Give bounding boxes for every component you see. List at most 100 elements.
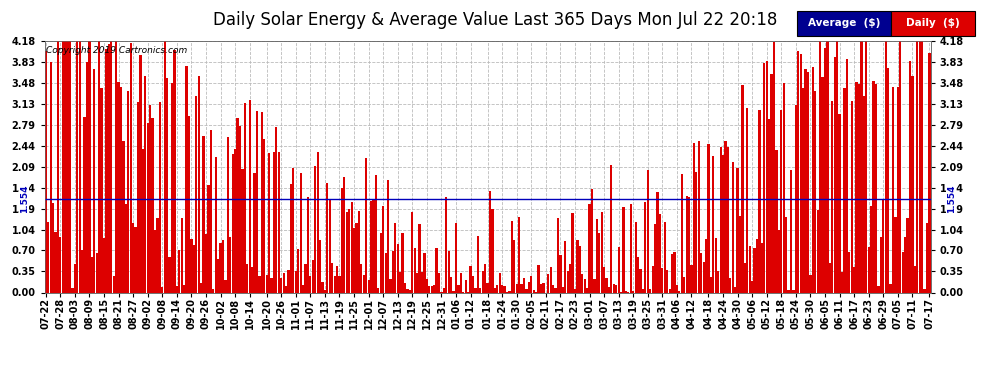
Bar [443, 288, 445, 292]
Bar [314, 166, 317, 292]
Bar [212, 289, 215, 292]
Bar [481, 271, 484, 292]
Bar [867, 247, 870, 292]
Bar [479, 288, 481, 292]
Bar [161, 287, 163, 292]
Bar [331, 263, 334, 292]
Bar [268, 153, 270, 292]
Bar [894, 217, 897, 292]
Bar [350, 202, 352, 292]
Bar [875, 84, 877, 292]
Bar [889, 284, 892, 292]
Bar [260, 112, 263, 292]
Bar [700, 254, 702, 292]
Bar [717, 271, 720, 292]
Bar [730, 278, 732, 292]
Bar [198, 76, 200, 292]
Bar [166, 78, 168, 292]
Bar [135, 227, 137, 292]
Bar [853, 267, 855, 292]
Bar [447, 251, 449, 292]
Bar [758, 110, 760, 292]
Bar [646, 170, 648, 292]
Bar [421, 272, 423, 292]
Bar [158, 102, 161, 292]
Text: Copyright 2019 Cartronics.com: Copyright 2019 Cartronics.com [47, 46, 187, 55]
Bar [285, 286, 287, 292]
Text: Daily  ($): Daily ($) [906, 18, 960, 28]
Bar [768, 119, 770, 292]
Bar [531, 276, 533, 292]
Bar [678, 291, 680, 292]
Bar [344, 177, 346, 292]
Bar [885, 41, 887, 292]
Bar [523, 278, 525, 292]
Bar [914, 266, 916, 292]
Bar [242, 170, 244, 292]
Bar [566, 271, 569, 292]
Bar [426, 279, 428, 292]
Bar [770, 74, 773, 292]
Bar [765, 61, 768, 292]
Bar [496, 285, 498, 292]
Bar [173, 50, 175, 292]
Bar [549, 267, 551, 292]
Bar [521, 284, 523, 292]
Bar [307, 198, 309, 292]
Bar [872, 81, 875, 292]
Bar [130, 43, 132, 292]
Bar [743, 263, 746, 292]
Bar [817, 210, 819, 292]
Bar [329, 199, 331, 292]
Bar [921, 41, 924, 292]
Bar [644, 202, 646, 292]
Bar [491, 209, 494, 292]
Bar [377, 288, 379, 292]
Bar [703, 262, 705, 292]
Bar [832, 101, 834, 292]
Bar [322, 282, 324, 292]
Bar [297, 249, 299, 292]
Bar [309, 276, 312, 292]
Bar [877, 286, 879, 292]
Bar [671, 254, 673, 292]
Bar [865, 41, 867, 292]
Bar [763, 63, 765, 292]
Bar [50, 62, 51, 292]
Bar [581, 274, 583, 292]
Bar [783, 83, 785, 292]
Bar [892, 87, 894, 292]
Bar [277, 152, 280, 292]
Bar [88, 41, 90, 292]
Text: Average  ($): Average ($) [808, 18, 880, 28]
Bar [255, 111, 258, 292]
Bar [280, 278, 282, 292]
Bar [790, 170, 792, 292]
Bar [518, 217, 521, 292]
Bar [477, 236, 479, 292]
Bar [649, 289, 651, 292]
Bar [588, 204, 591, 292]
Bar [171, 84, 173, 292]
Bar [365, 158, 367, 292]
Bar [54, 232, 56, 292]
Bar [715, 238, 717, 292]
Bar [862, 96, 865, 292]
Bar [237, 118, 239, 292]
Bar [66, 41, 68, 292]
Bar [663, 222, 666, 292]
Bar [436, 248, 438, 292]
Bar [635, 222, 637, 292]
Bar [156, 217, 158, 292]
Bar [81, 250, 83, 292]
Bar [802, 88, 804, 292]
Bar [841, 272, 843, 292]
Bar [253, 173, 255, 292]
Bar [787, 290, 790, 292]
Bar [805, 69, 807, 292]
Bar [454, 223, 457, 292]
Bar [392, 251, 394, 292]
Bar [778, 230, 780, 292]
Bar [569, 264, 571, 292]
Bar [292, 168, 294, 292]
